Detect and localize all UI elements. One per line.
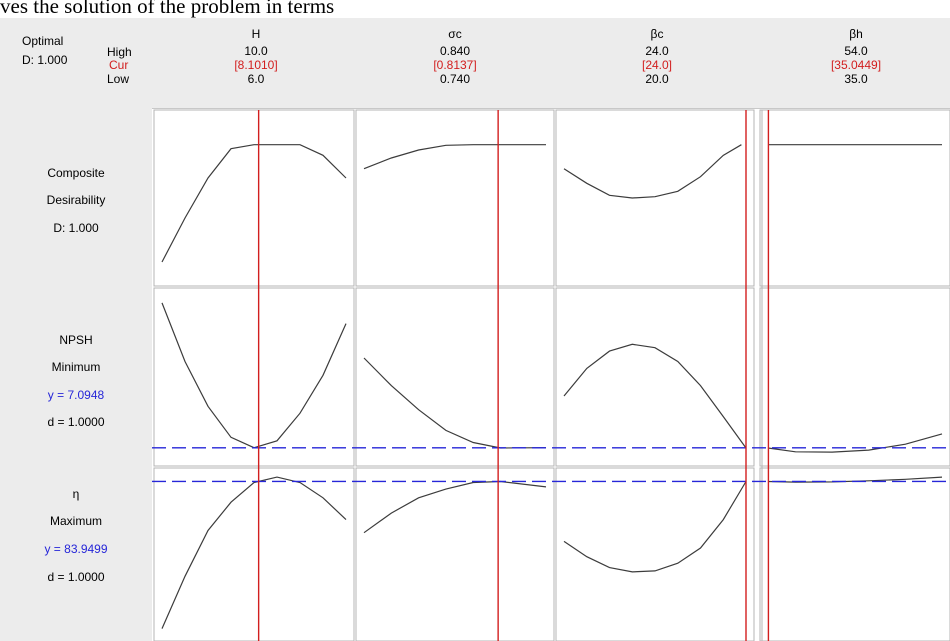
row-title-composite: Composite [47, 166, 105, 180]
factor-high-h: 10.0 [244, 44, 268, 58]
curve-eta-beta-c [563, 481, 747, 573]
row-d-eta: d = 1.0000 [47, 570, 105, 584]
high-label: High [107, 45, 132, 59]
factor-name-beta-c: βc [650, 27, 664, 41]
factor-low-h: 6.0 [247, 72, 265, 86]
panel-npsh-beta-h [759, 287, 950, 467]
optimal-label: Optimal [22, 34, 64, 48]
curve-composite-sigma-c [363, 144, 546, 170]
curve-eta-h [161, 476, 347, 629]
curve-npsh-beta-c [563, 343, 747, 449]
panel-eta-h [153, 467, 355, 641]
curve-composite-beta-c [563, 144, 742, 199]
factor-high-sigma-c: 0.840 [439, 44, 471, 58]
panel-eta-beta-h [759, 467, 950, 641]
row-goal-eta: Maximum [49, 514, 103, 528]
factor-name-sigma-c: σc [448, 27, 462, 41]
row-line3-composite: D: 1.000 [53, 221, 99, 235]
row-title-eta: η [72, 487, 80, 501]
low-label: Low [107, 72, 130, 86]
panel-composite-beta-c [555, 109, 755, 287]
factor-name-h: H [251, 27, 261, 41]
row-title-npsh: NPSH [59, 333, 93, 347]
panel-composite-beta-h [759, 109, 950, 287]
factor-high-beta-c: 24.0 [645, 44, 669, 58]
panel-npsh-beta-c [555, 287, 755, 467]
row-goal-npsh: Minimum [51, 360, 101, 374]
row-line2-composite: Desirability [46, 193, 106, 207]
factor-cur-beta-c: [24.0] [641, 58, 673, 72]
curve-eta-beta-h [767, 476, 943, 483]
panel-composite-h [153, 109, 355, 287]
panel-eta-beta-c [555, 467, 755, 641]
optimal-d-value: D: 1.000 [22, 53, 68, 67]
factor-cur-sigma-c: [0.8137] [433, 58, 477, 72]
panel-npsh-h [153, 287, 355, 467]
row-y-eta: y = 83.9499 [44, 542, 108, 556]
factor-low-sigma-c: 0.740 [439, 72, 471, 86]
panel-npsh-sigma-c [355, 287, 555, 467]
factor-low-beta-c: 20.0 [645, 72, 669, 86]
row-y-npsh: y = 7.0948 [47, 388, 105, 402]
factor-cur-beta-h: [35.0449] [830, 58, 882, 72]
factor-name-beta-h: βh [849, 27, 863, 41]
factor-high-beta-h: 54.0 [844, 44, 868, 58]
figure-caption: ves the solution of the problem in terms [0, 0, 335, 18]
panel-eta-sigma-c [355, 467, 555, 641]
curve-npsh-beta-h [767, 433, 943, 453]
response-labels-panel: Composite Desirability D: 1.000 NPSH Min… [0, 108, 152, 641]
panel-composite-sigma-c [355, 109, 555, 287]
factor-header: Optimal D: 1.000 High Cur Low H 10.0 [8.… [0, 18, 950, 109]
factor-low-beta-h: 35.0 [844, 72, 868, 86]
factor-cur-h: [8.1010] [234, 58, 278, 72]
curve-composite-h [161, 144, 347, 263]
cur-label: Cur [109, 58, 129, 72]
row-d-npsh: d = 1.0000 [47, 415, 105, 429]
